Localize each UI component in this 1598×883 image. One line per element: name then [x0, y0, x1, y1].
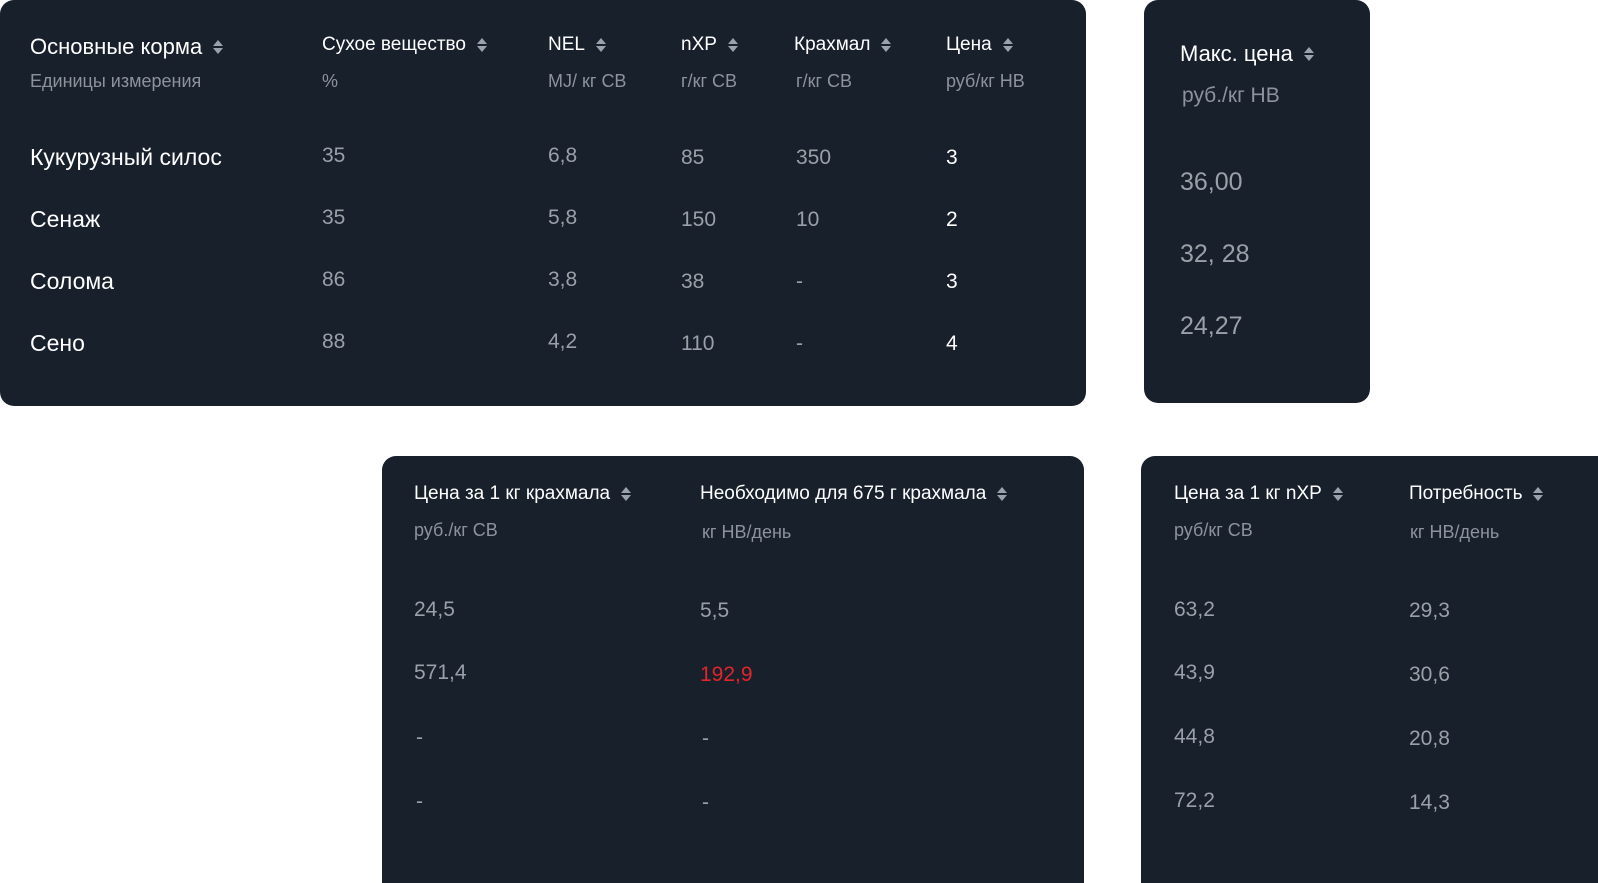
- column-header-need[interactable]: Потребность: [1409, 483, 1544, 505]
- table-cell-price: 4: [946, 332, 958, 355]
- table-cell: 4,2: [548, 330, 578, 353]
- sort-icon[interactable]: [881, 38, 892, 52]
- table-cell-price: 3: [946, 146, 958, 169]
- column-unit: г/кг СВ: [681, 71, 738, 91]
- column-header-label: nXP: [681, 34, 717, 55]
- table-cell: 5,5: [700, 599, 730, 622]
- table-cell: 72,2: [1174, 789, 1215, 812]
- feeds-table: Основные корма Единицы измерения Сухое в…: [0, 0, 1086, 406]
- column-header-starch-price[interactable]: Цена за 1 кг крахмала: [414, 483, 632, 505]
- table-row-name: Кукурузный силос: [30, 144, 222, 170]
- column-header-label: Основные корма: [30, 34, 203, 59]
- sort-icon[interactable]: [213, 40, 224, 54]
- table-cell: 85: [681, 146, 705, 169]
- column-header-nxp[interactable]: nXP: [681, 34, 738, 56]
- table-cell: 32, 28: [1180, 240, 1250, 268]
- table-cell-price: 2: [946, 208, 958, 231]
- column-header-nel[interactable]: NEL: [548, 34, 606, 56]
- sort-icon[interactable]: [1533, 487, 1544, 501]
- table-cell: 86: [322, 268, 346, 291]
- table-cell: 35: [322, 206, 346, 229]
- table-cell: 44,8: [1174, 725, 1215, 748]
- table-cell: -: [702, 727, 709, 750]
- column-unit: кг НВ/день: [702, 522, 792, 542]
- table-cell: 43,9: [1174, 661, 1215, 684]
- table-cell: 35: [322, 144, 346, 167]
- sort-icon[interactable]: [997, 487, 1008, 501]
- table-cell: 571,4: [414, 661, 467, 684]
- column-header-starch[interactable]: Крахмал: [794, 34, 892, 56]
- starch-table: Цена за 1 кг крахмала руб./кг СВ Необход…: [382, 456, 1084, 883]
- table-cell: 29,3: [1409, 599, 1450, 622]
- table-cell: 150: [681, 208, 717, 231]
- column-header-starch-needed[interactable]: Необходимо для 675 г крахмала: [700, 483, 1008, 505]
- table-cell: -: [416, 726, 423, 749]
- max-price-table: Макс. цена руб./кг НВ 36,00 32, 28 24,27: [1144, 0, 1370, 403]
- column-header-feeds[interactable]: Основные корма: [30, 34, 224, 60]
- column-header-label: Цена: [946, 34, 992, 55]
- sort-icon[interactable]: [1332, 487, 1343, 501]
- column-header-label: Сухое вещество: [322, 34, 467, 55]
- table-cell: -: [796, 270, 803, 293]
- table-cell: 14,3: [1409, 791, 1450, 814]
- table-cell: 350: [796, 146, 832, 169]
- column-header-label: Цена за 1 кг крахмала: [414, 483, 611, 504]
- column-header-label: NEL: [548, 34, 585, 55]
- column-unit: руб./кг СВ: [414, 520, 498, 540]
- table-cell: 3,8: [548, 268, 578, 291]
- column-header-nxp-price[interactable]: Цена за 1 кг nXP: [1174, 483, 1343, 505]
- column-header-price[interactable]: Цена: [946, 34, 1013, 56]
- table-cell: 20,8: [1409, 727, 1450, 750]
- table-cell: 6,8: [548, 144, 578, 167]
- table-cell: -: [796, 332, 803, 355]
- table-cell: 24,5: [414, 598, 455, 621]
- column-header-label: Потребность: [1409, 483, 1523, 504]
- table-row-name: Сенаж: [30, 206, 101, 232]
- table-cell: 88: [322, 330, 346, 353]
- column-unit: MJ/ кг СВ: [548, 71, 627, 91]
- column-unit: г/кг СВ: [796, 71, 853, 91]
- column-header-label: Необходимо для 675 г крахмала: [700, 483, 987, 504]
- nxp-table: Цена за 1 кг nXP руб/кг СВ Потребность к…: [1141, 456, 1598, 883]
- column-unit: руб./кг НВ: [1182, 84, 1280, 107]
- table-cell: 110: [681, 332, 715, 355]
- table-cell: -: [702, 791, 709, 814]
- table-cell-highlight: 192,9: [700, 663, 753, 686]
- table-cell: 36,00: [1180, 168, 1243, 196]
- table-cell: 24,27: [1180, 312, 1243, 340]
- table-cell: 10: [796, 208, 820, 231]
- table-cell: 63,2: [1174, 598, 1215, 621]
- column-header-label: Крахмал: [794, 34, 871, 55]
- sort-icon[interactable]: [595, 38, 606, 52]
- column-unit: кг НВ/день: [1410, 522, 1500, 542]
- sort-icon[interactable]: [621, 487, 632, 501]
- table-cell: 30,6: [1409, 663, 1450, 686]
- column-unit: Единицы измерения: [30, 71, 202, 91]
- table-cell-price: 3: [946, 270, 958, 293]
- column-header-max-price[interactable]: Макс. цена: [1180, 41, 1314, 67]
- column-unit: %: [322, 71, 339, 91]
- sort-icon[interactable]: [1303, 47, 1314, 61]
- table-cell: 5,8: [548, 206, 578, 229]
- table-row-name: Сено: [30, 330, 85, 356]
- table-cell: 38: [681, 270, 705, 293]
- column-unit: руб/кг СВ: [1174, 520, 1253, 540]
- sort-icon[interactable]: [1002, 38, 1013, 52]
- column-header-dry-matter[interactable]: Сухое вещество: [322, 34, 488, 56]
- column-header-label: Цена за 1 кг nXP: [1174, 483, 1322, 504]
- sort-icon[interactable]: [727, 38, 738, 52]
- table-cell: -: [416, 790, 423, 813]
- column-unit: руб/кг НВ: [946, 71, 1025, 91]
- column-header-label: Макс. цена: [1180, 41, 1293, 66]
- sort-icon[interactable]: [477, 38, 488, 52]
- table-row-name: Солома: [30, 268, 114, 294]
